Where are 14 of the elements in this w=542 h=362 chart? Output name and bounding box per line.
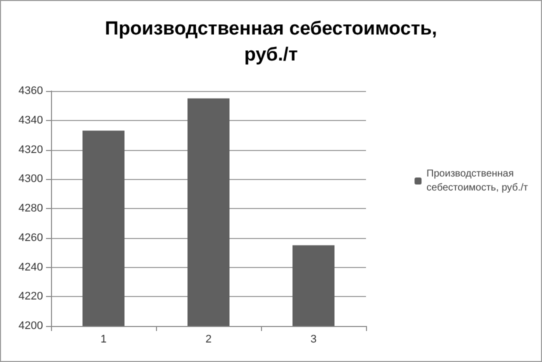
y-tick-label: 4200 [18,320,43,332]
legend-label: Производственная себестоимость, руб./т [426,168,528,194]
y-tick-label: 4260 [18,232,43,244]
y-tick-label: 4360 [18,85,43,97]
y-tick-label: 4220 [18,290,43,303]
chart-title: Производственная себестоимость, руб./т [104,18,438,66]
x-tick-label: 2 [205,334,212,346]
y-tick-label: 4240 [18,261,43,274]
y-tick-label: 4320 [18,144,43,156]
x-tick-label: 3 [310,334,317,346]
y-tick-label: 4300 [18,173,43,186]
y-tick-label: 4280 [18,202,43,214]
x-tick-label: 1 [100,334,107,346]
y-tick-label: 4340 [18,114,43,126]
